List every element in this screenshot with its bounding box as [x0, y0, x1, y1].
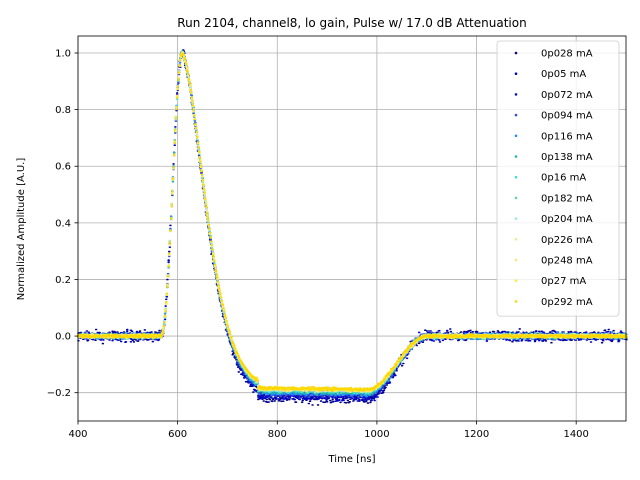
legend: 0p028 mA 0p05 mA 0p072 mA 0p094 mA 0p116 mA 0… — [496, 40, 620, 317]
legend-item: 0p094 mA — [514, 111, 593, 122]
x-tick-label: 600 — [168, 429, 187, 440]
legend-label: 0p028 mA — [541, 49, 593, 60]
y-tick-label: 0.0 — [55, 332, 71, 343]
y-tick-label: 0.4 — [55, 218, 71, 229]
axis-ticks: 400 600 800 1000 1200 1400 −0.2 0.0 0.2 0.4 0.6 0.8… — [47, 48, 589, 440]
legend-label: 0p204 mA — [541, 214, 593, 225]
legend-marker — [514, 155, 518, 158]
legend-item: 0p204 mA — [514, 214, 593, 225]
y-axis-label: Normalized Amplitude [A.U.] — [16, 158, 27, 301]
legend-label: 0p182 mA — [541, 193, 593, 204]
legend-label: 0p116 mA — [541, 131, 593, 142]
series-points — [77, 52, 628, 392]
y-tick-label: 0.6 — [55, 162, 71, 173]
legend-item: 0p05 mA — [514, 69, 586, 80]
legend-label: 0p27 mA — [541, 276, 586, 287]
legend-marker — [514, 175, 518, 179]
legend-label: 0p072 mA — [541, 90, 593, 101]
legend-item: 0p16 mA — [514, 173, 586, 184]
legend-item: 0p226 mA — [514, 235, 593, 246]
legend-marker — [514, 134, 518, 138]
x-tick-label: 1000 — [364, 429, 389, 440]
legend-marker — [514, 238, 518, 241]
legend-marker — [514, 51, 518, 55]
series-0p292-mA — [77, 52, 628, 392]
legend-marker — [514, 300, 518, 303]
x-tick-label: 1200 — [464, 429, 489, 440]
legend-label: 0p248 mA — [541, 256, 593, 267]
legend-item: 0p116 mA — [514, 131, 593, 142]
legend-marker — [514, 93, 518, 96]
plot-frame — [77, 35, 627, 422]
chart-title: Run 2104, channel8, lo gain, Pulse w/ 17… — [177, 16, 526, 30]
y-tick-label: 0.8 — [55, 105, 71, 116]
x-tick-label: 400 — [68, 429, 87, 440]
x-axis-label: Time [ns] — [327, 454, 375, 465]
legend-label: 0p226 mA — [541, 235, 593, 246]
legend-label: 0p138 mA — [541, 152, 593, 163]
y-tick-label: 1.0 — [55, 48, 71, 59]
legend-label: 0p292 mA — [541, 297, 593, 308]
legend-item: 0p028 mA — [514, 49, 593, 60]
legend-marker — [514, 196, 518, 200]
legend-item: 0p292 mA — [514, 297, 593, 308]
legend-item: 0p27 mA — [514, 276, 586, 287]
legend-marker — [514, 258, 518, 262]
legend-item: 0p072 mA — [514, 90, 593, 101]
legend-item: 0p248 mA — [514, 256, 593, 267]
legend-marker — [514, 72, 518, 75]
legend-label: 0p05 mA — [541, 69, 586, 80]
legend-marker — [514, 279, 518, 283]
x-tick-label: 800 — [268, 429, 287, 440]
legend-label: 0p16 mA — [541, 173, 586, 184]
legend-marker — [514, 113, 518, 117]
legend-label: 0p094 mA — [541, 111, 593, 122]
legend-marker — [514, 217, 518, 220]
y-tick-label: −0.2 — [47, 388, 71, 399]
x-tick-label: 1400 — [563, 429, 588, 440]
data-series — [77, 49, 628, 406]
legend-box — [496, 40, 620, 317]
y-tick-label: 0.2 — [55, 275, 71, 286]
legend-item: 0p182 mA — [514, 193, 593, 204]
legend-item: 0p138 mA — [514, 152, 593, 163]
